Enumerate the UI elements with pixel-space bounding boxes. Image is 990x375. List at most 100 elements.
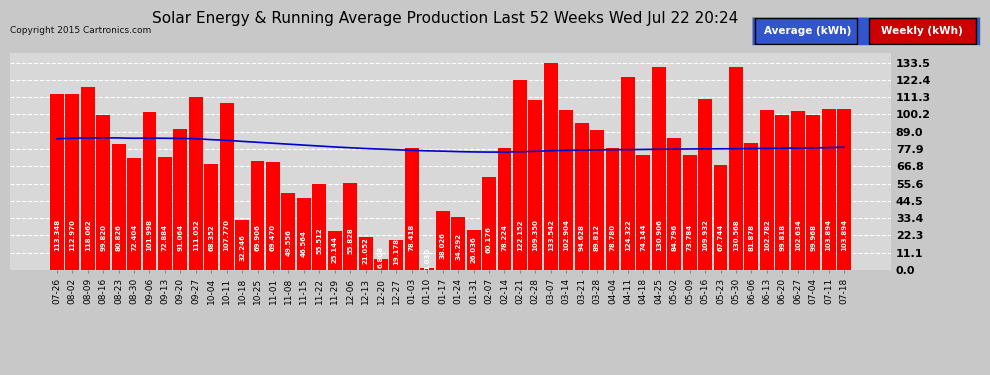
Text: 130.906: 130.906 [655,219,661,251]
Bar [143,111,156,270]
Text: 112.970: 112.970 [69,219,75,251]
Text: 84.796: 84.796 [671,224,677,251]
Text: 26.036: 26.036 [470,236,476,263]
Text: 99.818: 99.818 [779,224,785,251]
Bar [451,217,465,270]
Bar [698,99,712,270]
Bar [714,165,728,270]
Text: 55.512: 55.512 [316,228,323,255]
Bar [65,94,79,270]
Bar [112,144,126,270]
Text: 109.932: 109.932 [702,219,708,251]
Bar [220,103,234,270]
Bar [606,148,620,270]
Bar [729,67,742,270]
Bar [189,98,203,270]
Bar [513,80,527,270]
Bar [838,109,851,270]
Bar [559,110,573,270]
Text: 49.556: 49.556 [285,229,291,256]
Text: Solar Energy & Running Average Production Last 52 Weeks Wed Jul 22 20:24: Solar Energy & Running Average Productio… [152,11,739,26]
Text: 55.828: 55.828 [347,228,353,254]
Bar [683,155,697,270]
Text: 32.246: 32.246 [240,234,246,261]
Bar [544,63,557,270]
Text: 68.352: 68.352 [208,225,214,251]
Text: 102.904: 102.904 [563,219,569,251]
Text: 72.404: 72.404 [131,224,137,251]
FancyBboxPatch shape [754,18,857,44]
Text: 80.826: 80.826 [116,225,122,251]
Bar [328,231,342,270]
Bar [466,230,480,270]
Text: 102.782: 102.782 [764,220,770,251]
Text: 38.026: 38.026 [440,232,446,260]
Bar [358,237,372,270]
Bar [96,115,110,270]
Bar [204,164,218,270]
Bar [266,162,280,270]
Text: 69.906: 69.906 [254,225,260,251]
Text: 101.998: 101.998 [147,219,152,251]
Text: 111.052: 111.052 [193,220,199,251]
Bar [744,143,758,270]
Text: 130.568: 130.568 [733,220,739,251]
Bar [50,94,63,270]
Text: 74.144: 74.144 [641,224,646,251]
Text: 19.178: 19.178 [393,237,399,265]
Text: 133.542: 133.542 [547,219,553,251]
Bar [374,260,388,270]
Text: 34.292: 34.292 [455,233,461,260]
Text: 89.812: 89.812 [594,224,600,251]
Bar [667,138,681,270]
Text: 118.062: 118.062 [85,220,91,251]
Text: 46.564: 46.564 [301,230,307,257]
Text: 25.144: 25.144 [332,236,338,263]
Bar [574,123,589,270]
Bar [822,109,836,270]
Bar [297,198,311,270]
Bar [344,183,357,270]
Bar [158,157,172,270]
Bar [482,177,496,270]
Text: 113.348: 113.348 [53,219,60,251]
Text: 21.052: 21.052 [362,237,368,264]
Bar [775,115,789,270]
Bar [529,100,543,270]
Text: 73.784: 73.784 [687,224,693,251]
Bar [651,67,665,270]
Bar [236,220,249,270]
Text: 60.176: 60.176 [486,226,492,253]
Text: 94.628: 94.628 [578,224,585,251]
Bar [81,87,95,270]
Bar [312,184,327,270]
Text: 99.968: 99.968 [810,224,816,251]
Text: Weekly (kWh): Weekly (kWh) [881,26,963,36]
Text: 107.770: 107.770 [224,219,230,251]
Text: 102.634: 102.634 [795,219,801,251]
Text: 103.894: 103.894 [841,219,847,251]
Text: 78.780: 78.780 [610,224,616,251]
Text: 91.064: 91.064 [177,224,183,251]
Bar [637,155,650,270]
Bar [760,110,774,270]
Text: 6.808: 6.808 [378,246,384,268]
Bar [621,77,635,270]
Text: Average (kWh): Average (kWh) [764,26,851,36]
Text: 78.418: 78.418 [409,224,415,251]
Text: 122.152: 122.152 [517,220,523,251]
Bar [590,130,604,270]
Text: 81.878: 81.878 [748,224,754,251]
Bar [405,148,419,270]
Bar [791,111,805,270]
Bar [421,268,435,270]
Text: 103.894: 103.894 [826,219,832,251]
Text: 67.744: 67.744 [718,224,724,251]
Bar [806,115,820,270]
Text: 72.884: 72.884 [162,224,168,251]
FancyBboxPatch shape [868,18,975,44]
Text: 99.820: 99.820 [100,224,106,251]
Text: 124.322: 124.322 [625,220,631,251]
Bar [250,161,264,270]
Bar [281,193,295,270]
